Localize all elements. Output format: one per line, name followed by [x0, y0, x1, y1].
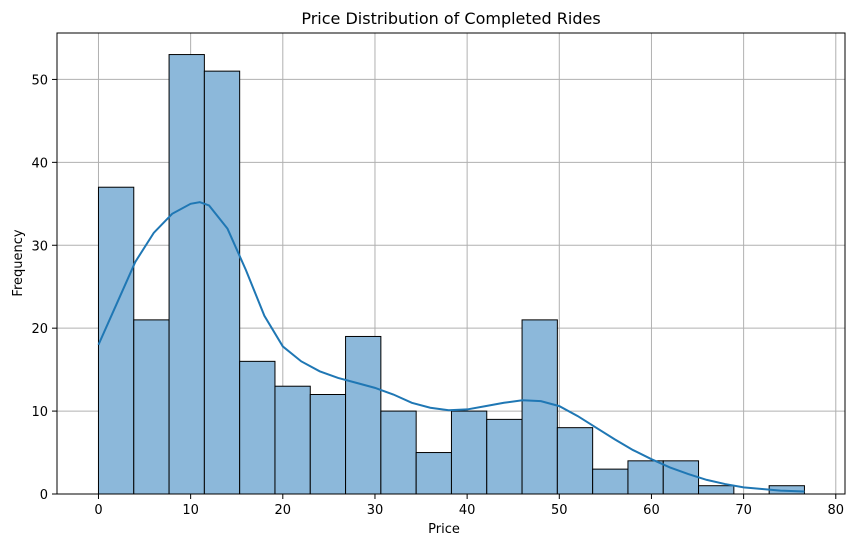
histogram-bar	[486, 418, 523, 495]
kde-line	[97, 201, 805, 493]
histogram-bar	[521, 319, 558, 495]
histogram-bar	[168, 54, 205, 495]
x-tick-label: 10	[182, 503, 199, 518]
histogram-bar	[450, 410, 488, 495]
histogram-bar	[133, 319, 170, 495]
histogram-bar	[309, 394, 347, 495]
x-tick-label: 30	[367, 503, 384, 518]
y-tick-label: 10	[31, 405, 48, 420]
x-tick-label: 50	[551, 503, 568, 518]
histogram-bar	[274, 385, 311, 495]
histogram-bar	[97, 186, 135, 495]
x-tick-label: 20	[275, 503, 292, 518]
x-tick-label: 40	[459, 503, 476, 518]
x-tick-label: 0	[94, 503, 102, 518]
x-tick-label: 70	[735, 503, 752, 518]
x-axis-ticks: 0 10 20 30 40 50 60 70 80	[94, 494, 844, 518]
histogram-bar	[239, 360, 276, 495]
histogram-bar	[698, 485, 735, 495]
y-tick-label: 50	[31, 73, 48, 88]
x-axis-title: Price	[428, 522, 460, 537]
histogram-bar	[627, 460, 664, 495]
histogram-bar	[203, 70, 241, 495]
histogram-bar	[380, 410, 417, 495]
y-tick-label: 0	[40, 488, 48, 503]
y-axis-title: Frequency	[11, 229, 26, 296]
x-tick-label: 80	[828, 503, 845, 518]
plot-frame	[56, 32, 846, 495]
histogram-bar	[345, 335, 382, 495]
y-tick-label: 20	[31, 322, 48, 337]
histogram-bars	[97, 54, 805, 495]
histogram-bar	[556, 427, 594, 495]
x-tick-label: 60	[643, 503, 660, 518]
histogram-bar	[592, 468, 629, 495]
chart-title: Price Distribution of Completed Rides	[301, 9, 600, 28]
histogram-bar	[415, 452, 452, 495]
y-tick-label: 40	[31, 156, 48, 171]
y-axis-ticks: 0 10 20 30 40 50	[31, 73, 57, 503]
y-tick-label: 30	[31, 239, 48, 254]
